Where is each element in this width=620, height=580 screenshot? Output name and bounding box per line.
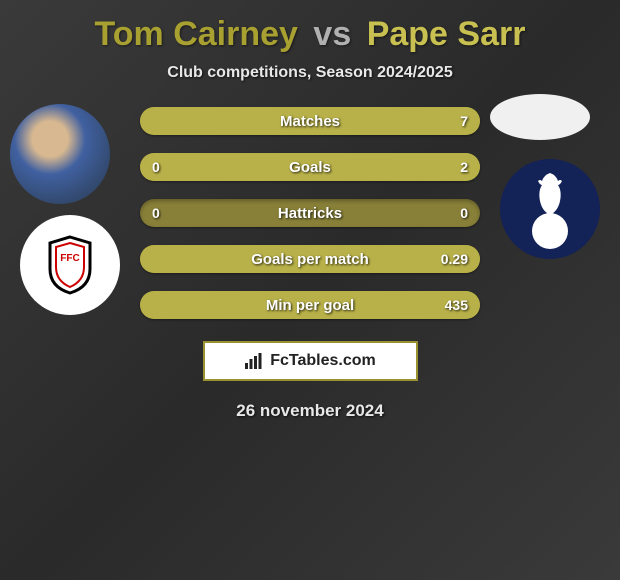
stat-value-right: 2 bbox=[460, 159, 468, 175]
stat-row: Min per goal 435 bbox=[140, 291, 480, 319]
stat-row: Goals per match 0.29 bbox=[140, 245, 480, 273]
vs-text: vs bbox=[313, 15, 351, 53]
brand-text: FcTables.com bbox=[270, 352, 376, 370]
stat-label: Goals bbox=[289, 159, 331, 176]
brand-box: FcTables.com bbox=[203, 341, 418, 381]
stat-row: Matches 7 bbox=[140, 107, 480, 135]
player1-club-badge: FFC bbox=[20, 215, 120, 315]
stat-row: 0 Goals 2 bbox=[140, 153, 480, 181]
stat-label: Min per goal bbox=[266, 297, 354, 314]
fulham-shield-icon: FFC bbox=[46, 235, 94, 295]
stats-list: Matches 7 0 Goals 2 0 Hattricks 0 Goals per matc… bbox=[140, 107, 480, 319]
stat-label: Matches bbox=[280, 113, 340, 130]
stat-value-right: 0.29 bbox=[441, 251, 468, 267]
player2-name: Pape Sarr bbox=[367, 15, 526, 53]
player1-avatar bbox=[10, 104, 110, 204]
stat-value-right: 7 bbox=[460, 113, 468, 129]
stat-row: 0 Hattricks 0 bbox=[140, 199, 480, 227]
stat-label: Goals per match bbox=[251, 251, 369, 268]
player2-avatar bbox=[490, 94, 590, 140]
player1-name: Tom Cairney bbox=[95, 15, 298, 53]
comparison-card: Tom Cairney vs Pape Sarr Club competitio… bbox=[0, 0, 620, 431]
title: Tom Cairney vs Pape Sarr bbox=[95, 15, 526, 54]
stat-value-left: 0 bbox=[152, 205, 160, 221]
player2-club-badge bbox=[500, 159, 600, 259]
svg-text:FFC: FFC bbox=[60, 253, 79, 264]
stat-value-right: 435 bbox=[445, 297, 468, 313]
stat-value-left: 0 bbox=[152, 159, 160, 175]
bars-icon bbox=[244, 353, 264, 369]
subtitle: Club competitions, Season 2024/2025 bbox=[167, 64, 452, 82]
stat-label: Hattricks bbox=[278, 205, 342, 222]
main-area: FFC Matches 7 0 Goals 2 0 Hattricks 0 Goals per … bbox=[0, 107, 620, 421]
stat-value-right: 0 bbox=[460, 205, 468, 221]
spurs-ball-icon bbox=[532, 213, 568, 249]
date-text: 26 november 2024 bbox=[0, 401, 620, 421]
